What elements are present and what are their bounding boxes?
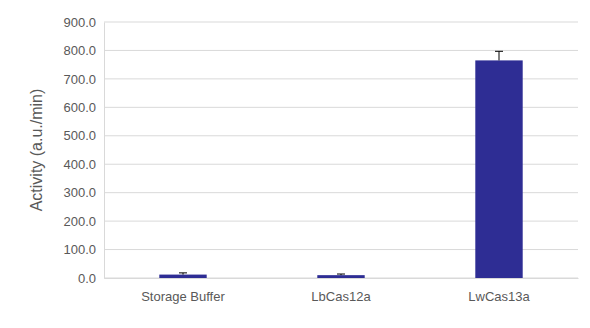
y-tick: 400.0 <box>63 157 104 172</box>
grid <box>104 22 578 278</box>
grid-line <box>104 22 578 23</box>
y-tick-label: 100.0 <box>63 242 96 257</box>
x-tick: Storage Buffer <box>141 278 225 304</box>
x-tick: LbCas12a <box>311 278 371 304</box>
y-tick: 100.0 <box>63 242 104 257</box>
y-tick-label: 300.0 <box>63 185 96 200</box>
x-tick-label: LwCas13a <box>468 289 530 304</box>
bar <box>317 275 364 278</box>
y-tick: 300.0 <box>63 185 104 200</box>
y-tick-label: 200.0 <box>63 214 96 229</box>
y-tick-label: 900.0 <box>63 15 96 30</box>
y-tick-label: 0.0 <box>78 271 96 286</box>
chart: 0.0 100.0 200.0 300.0 400.0 500.0 600.0 700.0 80… <box>0 0 590 328</box>
plot-area <box>159 51 522 278</box>
error-bar-cap <box>495 51 503 52</box>
y-tick-label: 500.0 <box>63 128 96 143</box>
y-axis-title: Activity (a.u./min) <box>28 89 45 212</box>
y-axis: 0.0 100.0 200.0 300.0 400.0 500.0 600.0 700.0 80… <box>63 15 104 286</box>
y-tick: 800.0 <box>63 43 104 58</box>
bar <box>159 275 206 278</box>
error-bar-cap <box>179 272 187 273</box>
x-tick: LwCas13a <box>468 278 530 304</box>
bar <box>475 60 522 278</box>
error-bar <box>337 274 345 275</box>
x-axis: Storage Buffer LbCas12a LwCas13a <box>105 278 579 304</box>
y-tick: 600.0 <box>63 100 104 115</box>
x-tick-label: LbCas12a <box>311 289 371 304</box>
y-tick-label: 700.0 <box>63 72 96 87</box>
error-bar <box>179 273 187 275</box>
y-tick: 900.0 <box>63 15 104 30</box>
y-tick-label: 400.0 <box>63 157 96 172</box>
error-bar-stem <box>499 51 500 60</box>
grid-line <box>104 50 578 51</box>
y-axis-line <box>104 23 105 279</box>
y-tick-label: 600.0 <box>63 100 96 115</box>
x-tick-label: Storage Buffer <box>141 289 225 304</box>
error-bar <box>495 51 503 60</box>
y-tick: 700.0 <box>63 72 104 87</box>
y-tick-label: 800.0 <box>63 43 96 58</box>
y-tick: 200.0 <box>63 214 104 229</box>
error-bar-cap <box>337 274 345 275</box>
y-tick: 500.0 <box>63 128 104 143</box>
y-tick: 0.0 <box>78 271 104 286</box>
x-axis-line <box>105 278 579 279</box>
